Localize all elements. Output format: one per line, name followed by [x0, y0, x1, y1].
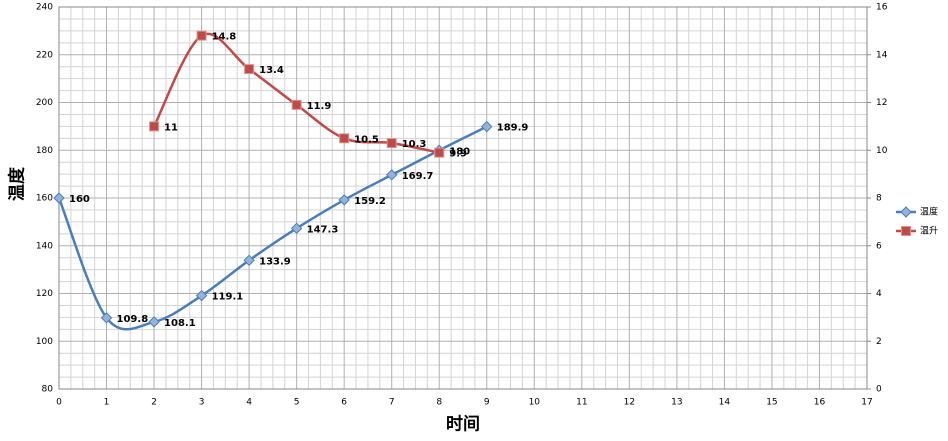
y-tick-label: 180 — [36, 146, 53, 156]
point — [386, 138, 397, 149]
data-label: 160 — [69, 194, 90, 205]
x-tick-label: 12 — [624, 398, 635, 408]
y-tick-label: 140 — [36, 241, 53, 251]
x-tick-label: 2 — [151, 398, 157, 408]
y2-tick-label: 10 — [876, 146, 888, 156]
x-tick-label: 4 — [246, 398, 252, 408]
x-tick-label: 5 — [294, 398, 300, 408]
data-label: 13.4 — [259, 65, 284, 76]
x-tick-label: 9 — [484, 398, 490, 408]
y-tick-label: 220 — [36, 50, 53, 60]
data-label: 108.1 — [164, 318, 196, 329]
data-label: 159.2 — [354, 196, 386, 207]
y-tick-label: 200 — [36, 98, 53, 108]
x-tick-label: 14 — [719, 398, 731, 408]
point — [195, 289, 208, 302]
y2-tick-label: 16 — [876, 3, 888, 13]
point — [291, 99, 302, 110]
data-label: 109.8 — [117, 314, 149, 325]
data-label: 10.3 — [402, 139, 427, 150]
x-axis-title: 时间 — [446, 414, 480, 435]
point — [149, 121, 160, 132]
data-label: 189.9 — [497, 123, 529, 134]
legend-marker — [901, 226, 911, 236]
point — [290, 222, 303, 235]
x-tick-label: 3 — [199, 398, 205, 408]
data-label: 11 — [164, 122, 178, 133]
x-tick-label: 1 — [104, 398, 110, 408]
y-tick-label: 160 — [36, 194, 53, 204]
point — [339, 133, 350, 144]
point — [100, 312, 113, 324]
x-tick-label: 0 — [56, 398, 62, 408]
x-tick-label: 17 — [861, 398, 872, 408]
legend-label: 温度 — [920, 206, 938, 218]
y2-tick-label: 12 — [876, 98, 887, 108]
data-label: 147.3 — [307, 224, 339, 235]
point — [243, 254, 255, 267]
point — [385, 169, 398, 181]
y-axis-title: 温度 — [7, 166, 28, 201]
y-tick-label: 80 — [42, 385, 54, 395]
y2-tick-label: 0 — [876, 385, 882, 395]
point — [148, 316, 160, 328]
data-label: 11.9 — [307, 101, 332, 112]
data-label: 119.1 — [212, 292, 244, 303]
x-tick-label: 13 — [671, 398, 682, 408]
x-tick-label: 10 — [529, 398, 541, 408]
point — [338, 194, 350, 206]
x-tick-label: 16 — [814, 398, 826, 408]
point — [434, 147, 445, 158]
y-tick-label: 100 — [36, 337, 53, 347]
x-tick-label: 15 — [766, 398, 777, 408]
data-label: 169.7 — [402, 171, 434, 182]
legend-label: 温升 — [920, 226, 938, 237]
point — [196, 30, 207, 41]
y2-tick-label: 14 — [876, 50, 888, 60]
legend-marker — [900, 206, 912, 218]
series-line — [57, 125, 488, 331]
data-label: 14.8 — [212, 32, 237, 43]
point — [53, 192, 65, 204]
x-tick-label: 8 — [436, 398, 442, 408]
data-label: 9.9 — [449, 149, 467, 160]
x-tick-label: 11 — [576, 398, 587, 408]
y2-tick-label: 4 — [876, 289, 882, 299]
y-tick-label: 240 — [36, 3, 53, 13]
y-tick-label: 120 — [36, 289, 53, 299]
data-label: 180 — [449, 146, 470, 157]
point — [244, 64, 255, 75]
data-label: 133.9 — [259, 256, 291, 267]
y2-tick-label: 6 — [876, 241, 882, 251]
y2-tick-label: 2 — [876, 337, 882, 347]
y2-tick-label: 8 — [876, 194, 882, 204]
point — [481, 120, 493, 133]
data-label: 10.5 — [354, 134, 379, 145]
x-tick-label: 6 — [341, 398, 347, 408]
x-tick-label: 7 — [389, 398, 395, 408]
